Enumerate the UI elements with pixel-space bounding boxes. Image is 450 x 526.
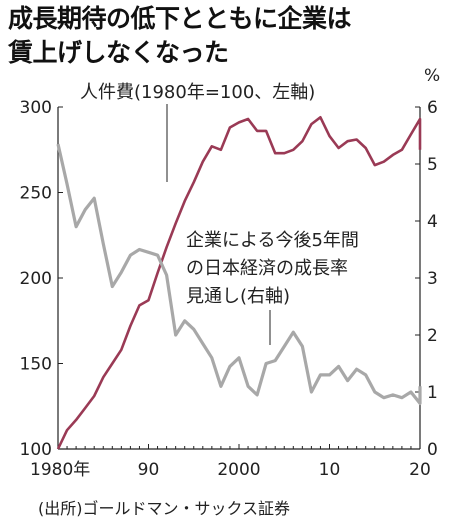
- y-left-tick-label: 300: [20, 98, 52, 118]
- chart-annotations: 人件費(1980年=100、左軸) 企業による今後5年間 の日本経済の成長率 見…: [80, 82, 359, 345]
- y-right-tick-label: 3: [427, 269, 438, 289]
- title-line-2: 賃上げしなくなった: [8, 38, 229, 67]
- growth-series-line: [56, 143, 422, 405]
- y-right-tick-label: 4: [427, 212, 438, 232]
- y-left-tick-label: 150: [20, 355, 52, 375]
- growth-annotation-line-3: 見通し(右軸): [186, 286, 290, 307]
- growth-annotation-line-1: 企業による今後5年間: [186, 230, 359, 251]
- series-layer: [56, 116, 422, 450]
- x-tick-label: 1980年: [30, 460, 90, 480]
- chart-title: 成長期待の低下とともに企業は 賃上げしなくなった: [8, 2, 448, 70]
- wage-annotation: 人件費(1980年=100、左軸): [80, 82, 315, 103]
- source-note: (出所)ゴールドマン・サックス証券: [38, 499, 290, 518]
- x-tick-label: 2000: [217, 460, 260, 480]
- y-left-tick-label: 200: [20, 269, 52, 289]
- chart-axes: 100 150 200 250 300 0 1 2 3 4 5 6% 1980年 90 2000 10 20: [20, 66, 441, 480]
- y-right-tick-label: 0: [427, 440, 438, 460]
- y-right-tick-label: 2: [427, 326, 438, 346]
- wage-series-line: [56, 116, 422, 450]
- y-left-tick-label: 250: [20, 184, 52, 204]
- x-tick-label: 90: [138, 460, 160, 480]
- x-tick-label: 10: [319, 460, 341, 480]
- growth-annotation-line-2: の日本経済の成長率: [186, 258, 348, 279]
- y-right-unit: %: [424, 66, 440, 86]
- y-right-tick-label: 5: [427, 155, 438, 175]
- y-left-tick-label: 100: [20, 440, 52, 460]
- y-right-tick-label: 6: [427, 98, 438, 118]
- x-tick-label: 20: [409, 460, 431, 480]
- title-line-1: 成長期待の低下とともに企業は: [8, 4, 352, 33]
- y-right-tick-label: 1: [427, 383, 438, 403]
